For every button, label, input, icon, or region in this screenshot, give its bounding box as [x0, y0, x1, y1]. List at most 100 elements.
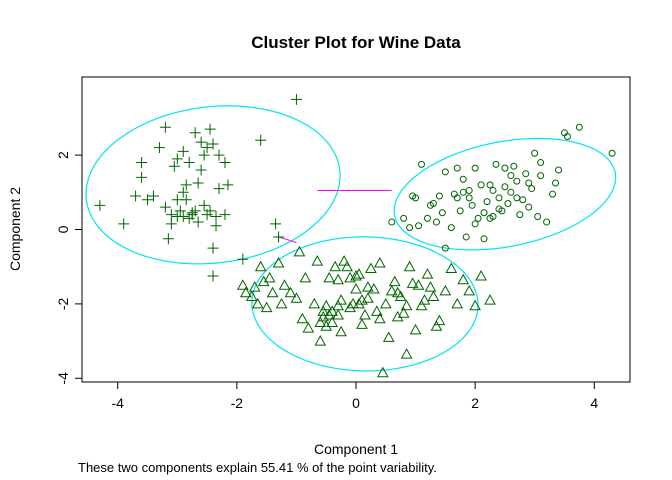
circle-point — [516, 211, 524, 219]
triangle-point — [400, 348, 413, 359]
triangle-point — [332, 299, 344, 311]
triangle-point — [344, 271, 356, 283]
circle-point — [513, 194, 521, 202]
circle-point — [513, 177, 521, 185]
triangle-point — [329, 260, 342, 272]
circle-point — [549, 190, 557, 198]
triangle-point — [439, 284, 452, 296]
triangle-point — [299, 271, 312, 283]
plus-point — [142, 194, 154, 206]
triangle-point — [338, 255, 350, 266]
circle-point — [492, 160, 500, 168]
triangle-point — [391, 310, 404, 322]
plus-point — [219, 157, 231, 169]
plus-point — [207, 242, 219, 254]
plus-point — [183, 157, 195, 169]
triangle-point — [245, 290, 258, 301]
plus-point — [207, 138, 219, 150]
plus-point — [210, 220, 222, 232]
triangle-point — [356, 318, 368, 329]
plus-point — [147, 190, 159, 202]
triangle-point — [365, 262, 377, 274]
circle-point — [507, 172, 515, 180]
triangle-point — [266, 286, 279, 298]
triangle-point — [350, 282, 362, 294]
triangle-point — [388, 275, 401, 287]
plus-point — [207, 270, 219, 282]
circle-point — [608, 149, 616, 157]
circle-point — [474, 214, 482, 222]
y-tick-label: 0 — [55, 225, 71, 233]
triangle-point — [379, 297, 392, 309]
circle-point — [486, 181, 494, 189]
triangle-point — [457, 273, 470, 285]
triangle-point — [353, 297, 365, 309]
triangle-point — [370, 305, 383, 316]
circle-point — [525, 203, 533, 211]
plus-point — [192, 177, 204, 189]
circle-point — [453, 194, 461, 202]
plus-point — [195, 136, 207, 148]
circle-point — [471, 220, 479, 228]
triangle-point — [341, 260, 353, 272]
circle-point — [555, 166, 563, 174]
circle-point — [453, 164, 461, 172]
x-tick-label: 4 — [590, 395, 598, 411]
plus-point — [180, 179, 192, 191]
cluster-connector-2 — [278, 236, 297, 243]
circle-point — [432, 218, 440, 226]
triangle-point — [320, 320, 333, 331]
x-axis-label: Component 1 — [314, 441, 398, 457]
triangle-point — [397, 307, 410, 318]
circle-point — [441, 244, 449, 252]
triangle-point — [272, 256, 285, 268]
chart-title: Cluster Plot for Wine Data — [251, 33, 461, 52]
cluster-ellipse-1 — [85, 105, 341, 265]
circle-point — [543, 218, 551, 226]
variability-footnote: These two components explain 55.41 % of … — [78, 460, 437, 475]
triangle-point — [302, 322, 315, 333]
plus-point — [204, 205, 216, 217]
triangle-point — [317, 305, 330, 316]
triangle-point — [400, 299, 413, 311]
plus-point — [222, 179, 234, 191]
triangle-point — [373, 312, 386, 324]
y-axis-label: Component 2 — [7, 187, 23, 271]
circle-point — [415, 222, 423, 230]
x-tick-label: -4 — [112, 395, 125, 411]
triangle-point — [359, 309, 371, 320]
data-points — [94, 93, 616, 378]
triangle-point — [445, 262, 458, 274]
plus-point — [136, 157, 148, 169]
circle-point — [495, 194, 503, 202]
triangle-point — [427, 290, 440, 301]
triangle-point — [353, 268, 365, 279]
circle-point — [495, 205, 503, 213]
cluster-ellipse-2 — [393, 137, 617, 251]
plus-point — [177, 186, 189, 198]
circle-point — [534, 212, 542, 220]
circle-point — [400, 214, 408, 222]
plus-point — [165, 218, 177, 230]
plus-point — [270, 218, 282, 230]
triangle-point — [311, 255, 324, 266]
plot-frame — [81, 76, 631, 383]
plus-point — [171, 153, 183, 165]
plus-point — [159, 121, 171, 133]
triangle-point — [394, 290, 407, 301]
triangle-point — [332, 273, 344, 285]
triangle-point — [409, 323, 422, 335]
circle-point — [575, 123, 583, 131]
triangle-point — [320, 299, 333, 311]
circle-point — [486, 214, 494, 222]
circle-point — [480, 209, 488, 217]
plus-point — [198, 199, 210, 211]
circle-point — [435, 192, 443, 200]
circle-point — [528, 185, 536, 193]
plus-point — [162, 233, 174, 245]
plus-point — [159, 201, 171, 213]
plus-point — [198, 149, 210, 161]
triangle-point — [484, 294, 496, 305]
plus-point — [94, 199, 106, 211]
circle-point — [483, 198, 491, 206]
